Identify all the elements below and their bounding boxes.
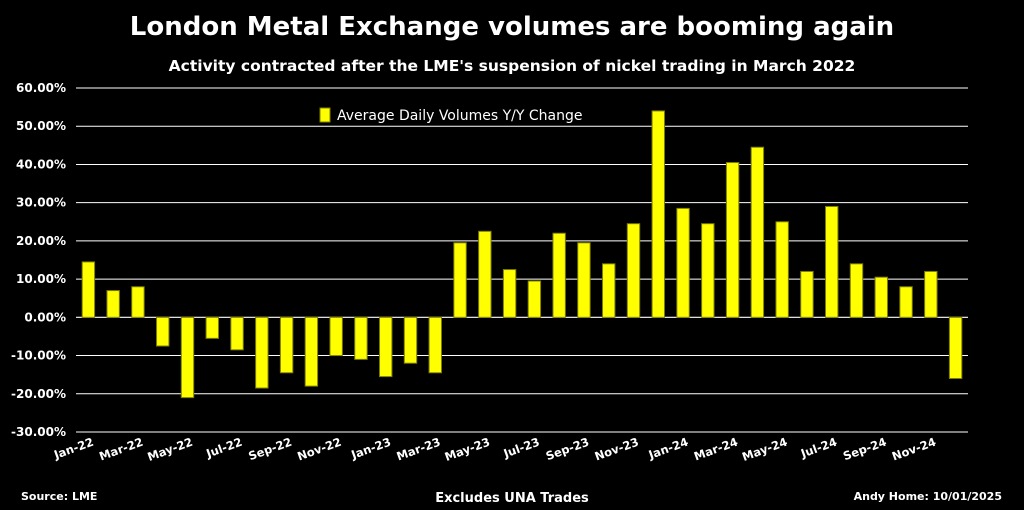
bars	[81, 110, 963, 399]
chart-subtitle: Activity contracted after the LME's susp…	[168, 57, 856, 75]
bar-Nov-24	[924, 270, 938, 318]
bar-Mar-23	[428, 316, 442, 374]
bar-Aug-22	[255, 316, 269, 389]
bar-Mar-24	[725, 162, 740, 318]
bar-Feb-23	[403, 316, 418, 364]
bar-Oct-24	[899, 286, 913, 318]
bar-Jan-23	[379, 316, 393, 378]
x-tick-label: Sep-24	[841, 435, 888, 464]
bar-May-23	[478, 230, 492, 318]
bar-May-22	[180, 316, 195, 399]
bar-Oct-23	[602, 263, 616, 318]
bar-Dec-22	[354, 316, 368, 360]
bar-Mar-22	[131, 286, 145, 318]
x-tick-label: Jul-24	[798, 435, 839, 461]
bar-Jan-22	[81, 261, 96, 318]
y-tick-label: 60.00%	[16, 81, 66, 95]
x-tick-label: Sep-23	[544, 435, 591, 464]
bar-Oct-22	[304, 316, 319, 387]
chart-title: London Metal Exchange volumes are boomin…	[129, 12, 895, 42]
bar-Nov-23	[626, 223, 641, 318]
y-tick-label: -30.00%	[11, 425, 66, 439]
y-tick-label: 10.00%	[16, 272, 66, 286]
legend: Average Daily Volumes Y/Y Change	[319, 107, 583, 124]
x-tick-label: Jan-23	[348, 435, 392, 463]
bar-Jun-24	[800, 270, 814, 318]
bar-Feb-22	[106, 290, 120, 318]
x-axis-tick-labels: Jan-22 Mar-22 May-22 Jul-22 Sep-22 Nov-22 Jan-…	[51, 435, 938, 464]
x-tick-label: Nov-24	[890, 435, 938, 464]
bar-May-24	[775, 221, 789, 318]
bar-Sep-23	[577, 242, 591, 318]
gridlines	[76, 87, 968, 433]
bar-Dec-23	[651, 110, 665, 318]
x-tick-label: May-23	[443, 435, 492, 464]
legend-label: Average Daily Volumes Y/Y Change	[337, 108, 583, 124]
bar-Apr-23	[453, 242, 467, 318]
x-tick-label: Nov-23	[593, 435, 641, 464]
bar-Aug-23	[552, 232, 566, 318]
legend-swatch	[319, 107, 331, 123]
bar-Dec-24	[948, 316, 963, 379]
y-tick-label: 30.00%	[16, 196, 66, 210]
y-axis-tick-labels: -30.00% -20.00% -10.00% 0.00% 10.00% 20.00% 30…	[11, 81, 66, 439]
bar-Jun-22	[205, 316, 219, 339]
bar-Sep-24	[874, 276, 888, 318]
bar-Jul-22	[230, 316, 244, 351]
x-tick-label: Mar-24	[692, 435, 740, 464]
bar-Sep-22	[279, 316, 294, 374]
y-tick-label: 20.00%	[16, 234, 66, 248]
x-tick-label: May-24	[740, 435, 789, 464]
x-tick-label: Jul-23	[501, 435, 542, 461]
y-tick-label: -20.00%	[11, 387, 66, 401]
x-tick-label: Nov-22	[295, 435, 343, 464]
bar-Jan-24	[676, 207, 690, 318]
y-tick-label: -10.00%	[11, 349, 66, 363]
footnote: Excludes UNA Trades	[435, 491, 589, 506]
bar-Apr-24	[750, 146, 765, 318]
x-tick-label: Mar-23	[395, 435, 443, 464]
bar-Jul-24	[825, 205, 839, 318]
bar-Aug-24	[849, 263, 864, 318]
x-tick-label: Jan-24	[646, 435, 690, 463]
bar-Nov-22	[329, 316, 343, 357]
author-credit: Andy Home: 10/01/2025	[853, 490, 1002, 503]
x-tick-label: Mar-22	[97, 435, 145, 464]
bar-Jun-23	[502, 269, 517, 318]
x-tick-label: Jul-22	[203, 435, 244, 461]
bar-Jul-23	[527, 280, 542, 318]
source-note: Source: LME	[21, 490, 98, 503]
x-tick-label: Sep-22	[246, 435, 293, 464]
y-tick-label: 50.00%	[16, 119, 66, 133]
y-tick-label: 40.00%	[16, 157, 66, 171]
y-tick-label: 0.00%	[24, 310, 66, 324]
x-tick-label: May-22	[145, 435, 194, 464]
bar-Apr-22	[156, 316, 170, 347]
bar-Feb-24	[701, 223, 715, 318]
